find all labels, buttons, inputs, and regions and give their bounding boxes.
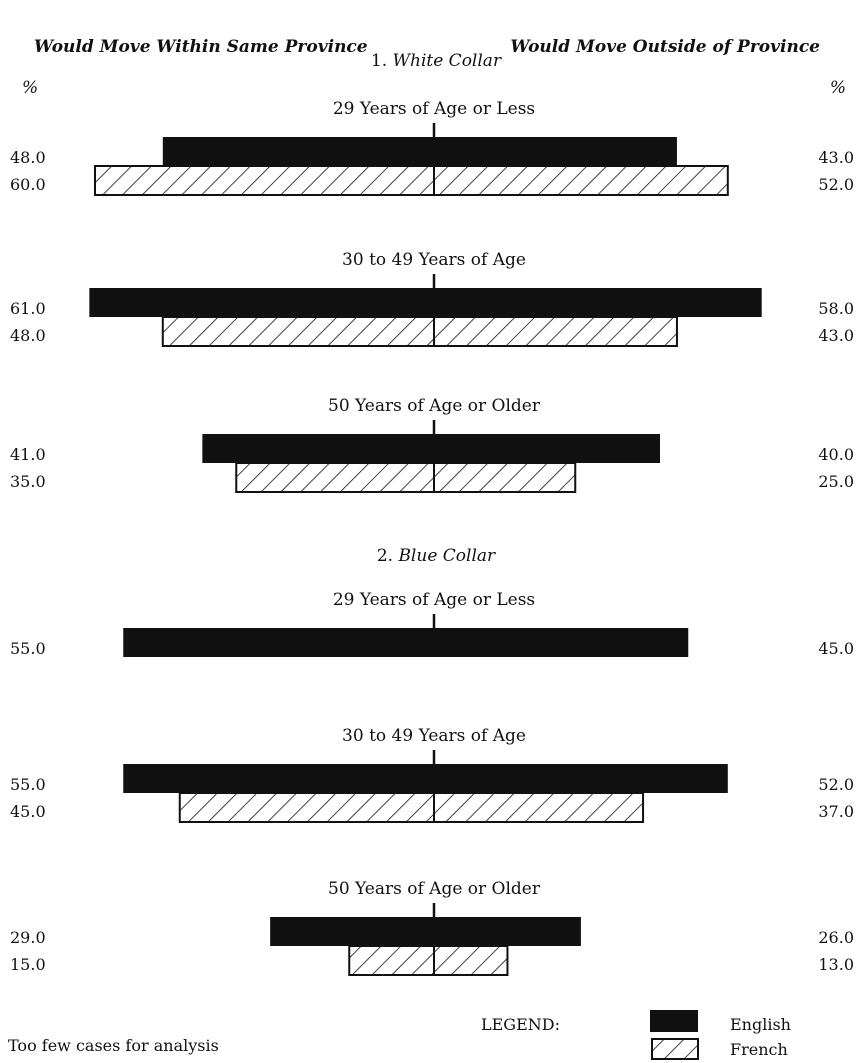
group-label: 30 to 49 Years of Age (342, 250, 526, 270)
age-group: 30 to 49 Years of Age 55.0 52.0 45.0 37.0 (10, 726, 854, 823)
group-label: 29 Years of Age or Less (333, 590, 535, 610)
value-label-english-right: 43.0 (818, 148, 854, 167)
section-title: 1. White Collar (371, 51, 502, 71)
value-label-english-right: 52.0 (818, 775, 854, 794)
value-label-french-left: 60.0 (10, 175, 46, 194)
age-group: 50 Years of Age or Older 41.0 40.0 35.0 25.0 (10, 396, 854, 493)
legend-swatch-french (651, 1038, 699, 1060)
section-name: Blue Collar (397, 546, 496, 566)
header-left: Would Move Within Same Province (34, 37, 368, 57)
value-label-french-left: 48.0 (10, 326, 46, 345)
legend-swatch-english (650, 1010, 698, 1032)
section-number: 2. (377, 546, 399, 566)
value-label-english-left: 55.0 (10, 639, 46, 658)
header-right: Would Move Outside of Province (510, 37, 820, 57)
value-label-english-right: 45.0 (818, 639, 854, 658)
english-bar (270, 917, 581, 946)
value-label-english-right: 58.0 (818, 299, 854, 318)
chart-groups: 1. White Collar 29 Years of Age or Less 48… (10, 51, 854, 976)
footnote: Too few cases for analysis (8, 1036, 219, 1055)
english-bar (123, 764, 728, 793)
legend-label-english: English (730, 1015, 791, 1034)
french-bar (178, 792, 645, 823)
french-bar (94, 165, 729, 196)
value-label-french-right: 37.0 (818, 802, 854, 821)
section-name: White Collar (393, 51, 502, 71)
group-label: 29 Years of Age or Less (333, 99, 535, 119)
value-label-english-right: 26.0 (818, 928, 854, 947)
value-label-french-left: 35.0 (10, 472, 46, 491)
value-label-french-right: 25.0 (818, 472, 854, 491)
value-label-english-left: 29.0 (10, 928, 46, 947)
percent-label-left: % (22, 78, 38, 98)
value-label-french-right: 52.0 (818, 175, 854, 194)
value-label-french-right: 43.0 (818, 326, 854, 345)
english-bar (89, 288, 762, 317)
french-bar (235, 462, 577, 493)
legend-title: LEGEND: (481, 1015, 560, 1034)
value-label-english-left: 61.0 (10, 299, 46, 318)
age-group: 30 to 49 Years of Age 61.0 58.0 48.0 43.0 (10, 250, 854, 347)
age-group: 50 Years of Age or Older 29.0 26.0 15.0 13.0 (10, 879, 854, 976)
value-label-english-right: 40.0 (818, 445, 854, 464)
section-title: 2. Blue Collar (377, 546, 496, 566)
value-label-english-left: 55.0 (10, 775, 46, 794)
age-group: 29 Years of Age or Less 55.0 45.0 (10, 590, 854, 658)
french-bar (161, 316, 678, 347)
value-label-french-left: 45.0 (10, 802, 46, 821)
legend-label-french: French (730, 1040, 788, 1059)
group-label: 50 Years of Age or Older (328, 396, 541, 416)
percent-label-right: % (830, 78, 846, 98)
english-bar (123, 628, 689, 657)
group-label: 30 to 49 Years of Age (342, 726, 526, 746)
value-label-french-right: 13.0 (818, 955, 854, 974)
section-number: 1. (371, 51, 393, 71)
english-bar (162, 137, 677, 166)
group-label: 50 Years of Age or Older (328, 879, 541, 899)
value-label-english-left: 48.0 (10, 148, 46, 167)
value-label-english-left: 41.0 (10, 445, 46, 464)
english-bar (202, 434, 660, 463)
french-bar (348, 945, 509, 976)
value-label-french-left: 15.0 (10, 955, 46, 974)
age-group: 29 Years of Age or Less 48.0 43.0 60.0 52.0 (10, 99, 854, 196)
